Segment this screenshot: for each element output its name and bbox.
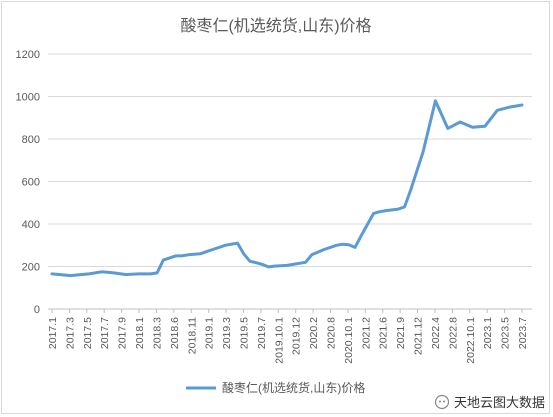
- x-tick-label: 2021.6: [378, 317, 390, 349]
- x-tick-label: 2017.7: [99, 317, 111, 349]
- x-tick-label: 2020.10.1: [343, 317, 355, 364]
- series-line: [50, 99, 524, 278]
- x-tick-label: 2019.3: [221, 317, 233, 349]
- watermark: 天地云图大数据: [434, 392, 545, 411]
- y-tick-label: 800: [22, 134, 40, 146]
- x-tick-label: 2018.11: [186, 317, 198, 354]
- x-tick-label: 2019.10.1: [273, 317, 285, 364]
- y-tick-label: 0: [34, 304, 40, 316]
- chart-title: 酸枣仁(机选统货,山东)价格: [180, 17, 371, 35]
- y-tick-label: 1000: [16, 92, 40, 104]
- x-tick-label: 2022.10.1: [465, 317, 477, 364]
- x-tick-label: 2019.7: [256, 317, 268, 349]
- x-tick-label: 2018.3: [151, 317, 163, 349]
- x-tick-label: 2017.5: [82, 317, 94, 349]
- watermark-text: 天地云图大数据: [453, 395, 545, 410]
- x-tick-label: 2021.12: [413, 317, 425, 355]
- x-tick-label: 2021.9: [395, 317, 407, 349]
- y-tick-label: 1200: [16, 49, 40, 61]
- x-tick-label: 2023.7: [517, 317, 529, 349]
- x-tick-label: 2022.4: [430, 317, 442, 349]
- x-tick-label: 2019.12: [291, 317, 303, 355]
- x-tick-label: 2019.1: [204, 317, 216, 349]
- x-tick-label: 2022.8: [447, 317, 459, 349]
- y-tick-label: 200: [22, 262, 40, 274]
- x-tick-label: 2019.5: [238, 317, 250, 349]
- x-tick-label: 2017.3: [64, 317, 76, 349]
- x-tick-label: 2023.5: [500, 317, 512, 349]
- y-tick-label: 400: [22, 219, 40, 231]
- x-tick-label: 2017.1: [47, 317, 59, 349]
- x-tick-label: 2017.9: [117, 317, 129, 349]
- x-tick-label: 2020.2: [308, 317, 320, 349]
- x-tick-label: 2018.6: [169, 317, 181, 349]
- y-tick-label: 600: [22, 177, 40, 189]
- x-tick-label: 2018.1: [134, 317, 146, 349]
- x-tick-label: 2020.8: [326, 317, 338, 349]
- wechat-icon: [434, 394, 450, 409]
- legend-label: 酸枣仁(机选统货,山东)价格: [222, 380, 365, 395]
- x-tick-label: 2021.2: [360, 317, 372, 349]
- x-tick-label: 2023.1: [482, 317, 494, 349]
